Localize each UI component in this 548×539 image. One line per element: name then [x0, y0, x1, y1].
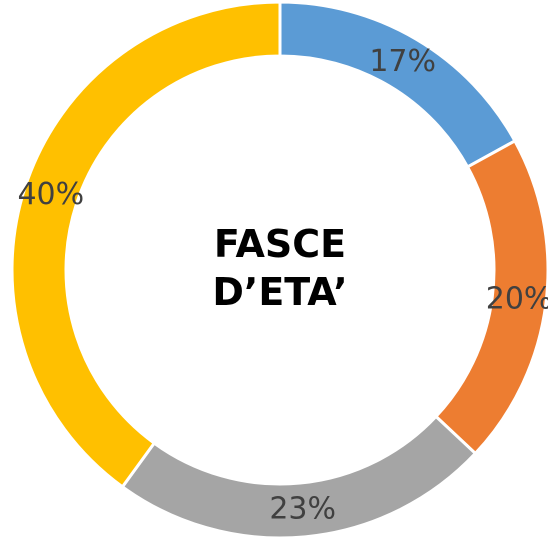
- donut-segment: [278, 0, 517, 169]
- donut-segment: [10, 0, 282, 489]
- data-label: 17%: [369, 44, 436, 79]
- data-label: 23%: [269, 491, 336, 526]
- data-label: 40%: [17, 177, 84, 212]
- data-label: 20%: [486, 282, 548, 317]
- chart-title: FASCE D’ETA’: [212, 222, 348, 314]
